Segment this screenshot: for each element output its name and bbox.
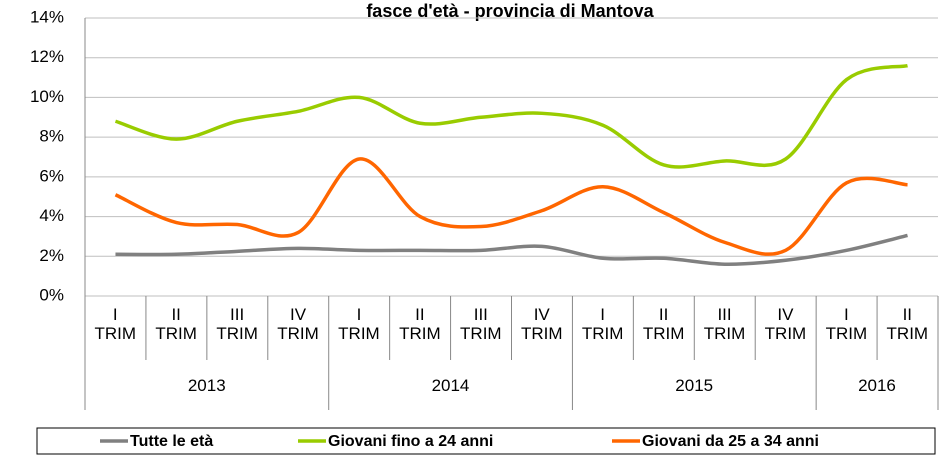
legend-box — [36, 427, 936, 455]
y-tick-label: 12% — [30, 47, 64, 66]
x-tick-label: IV TRIM — [764, 305, 807, 343]
x-tick-label: II TRIM — [886, 305, 929, 343]
y-tick-label: 8% — [39, 127, 64, 146]
series-line — [114, 157, 908, 256]
group-label: 2014 — [431, 376, 470, 395]
chart-title: fasce d'età - provincia di Mantova — [366, 1, 654, 21]
group-label: 2015 — [675, 376, 714, 395]
x-tick-label: III TRIM — [460, 305, 502, 343]
series-line — [114, 63, 908, 169]
y-tick-label: 14% — [30, 7, 64, 26]
legend-label: Giovani fino a 24 anni — [328, 433, 493, 450]
x-tick-label: III TRIM — [703, 305, 746, 343]
y-tick-label: 6% — [39, 166, 64, 185]
x-tick-label: III TRIM — [216, 305, 258, 343]
x-tick-label: I TRIM — [825, 305, 868, 343]
y-tick-label: 0% — [39, 285, 64, 304]
x-tick-label: I TRIM — [94, 305, 136, 343]
x-tick-label: I TRIM — [581, 305, 624, 343]
series-line — [115, 233, 908, 266]
y-tick-label: 10% — [30, 87, 64, 106]
x-tick-label: IV TRIM — [277, 305, 319, 343]
y-tick-label: 2% — [39, 246, 64, 265]
x-tick-label: I TRIM — [338, 305, 380, 343]
x-tick-label: II TRIM — [642, 305, 685, 343]
y-tick-label: 4% — [39, 206, 64, 225]
group-label: 2016 — [858, 376, 896, 395]
group-label: 2013 — [187, 376, 226, 395]
legend-label: Giovani da 25 a 34 anni — [642, 433, 819, 450]
legend-label: Tutte le età — [130, 433, 213, 450]
x-tick-label: II TRIM — [399, 305, 441, 343]
x-tick-label: II TRIM — [155, 305, 197, 343]
x-tick-label: IV TRIM — [520, 305, 563, 343]
